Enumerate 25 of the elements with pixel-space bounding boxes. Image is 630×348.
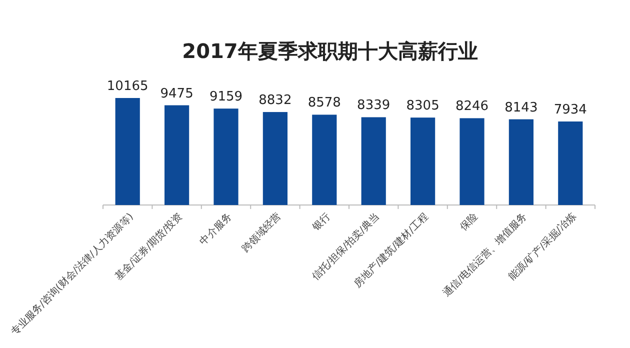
bar	[312, 114, 337, 205]
data-label: 8339	[357, 98, 390, 114]
x-tick-label: 保险	[457, 210, 480, 234]
bar	[508, 119, 534, 205]
bar	[214, 108, 238, 205]
data-label: 8832	[258, 93, 292, 108]
chart-title: 2017年夏季求职期十大高薪行业	[182, 39, 478, 63]
x-tick-label: 银行	[310, 211, 333, 234]
data-label: 8578	[308, 96, 341, 111]
x-tick-label: 跨领域经营	[239, 210, 284, 254]
data-label: 10165	[106, 79, 148, 94]
data-label: 9475	[160, 86, 194, 102]
bar	[115, 98, 140, 205]
bar	[262, 112, 288, 205]
x-tick-label: 中介服务	[197, 210, 234, 248]
data-label: 8305	[406, 98, 440, 114]
bar	[410, 118, 436, 205]
data-label: 8246	[455, 99, 489, 114]
data-label: 8143	[504, 100, 538, 116]
bar	[558, 121, 583, 205]
bar	[361, 117, 386, 205]
bar	[460, 118, 484, 205]
bar	[164, 105, 190, 205]
data-label: 9159	[209, 90, 243, 105]
data-label: 7934	[554, 102, 587, 118]
